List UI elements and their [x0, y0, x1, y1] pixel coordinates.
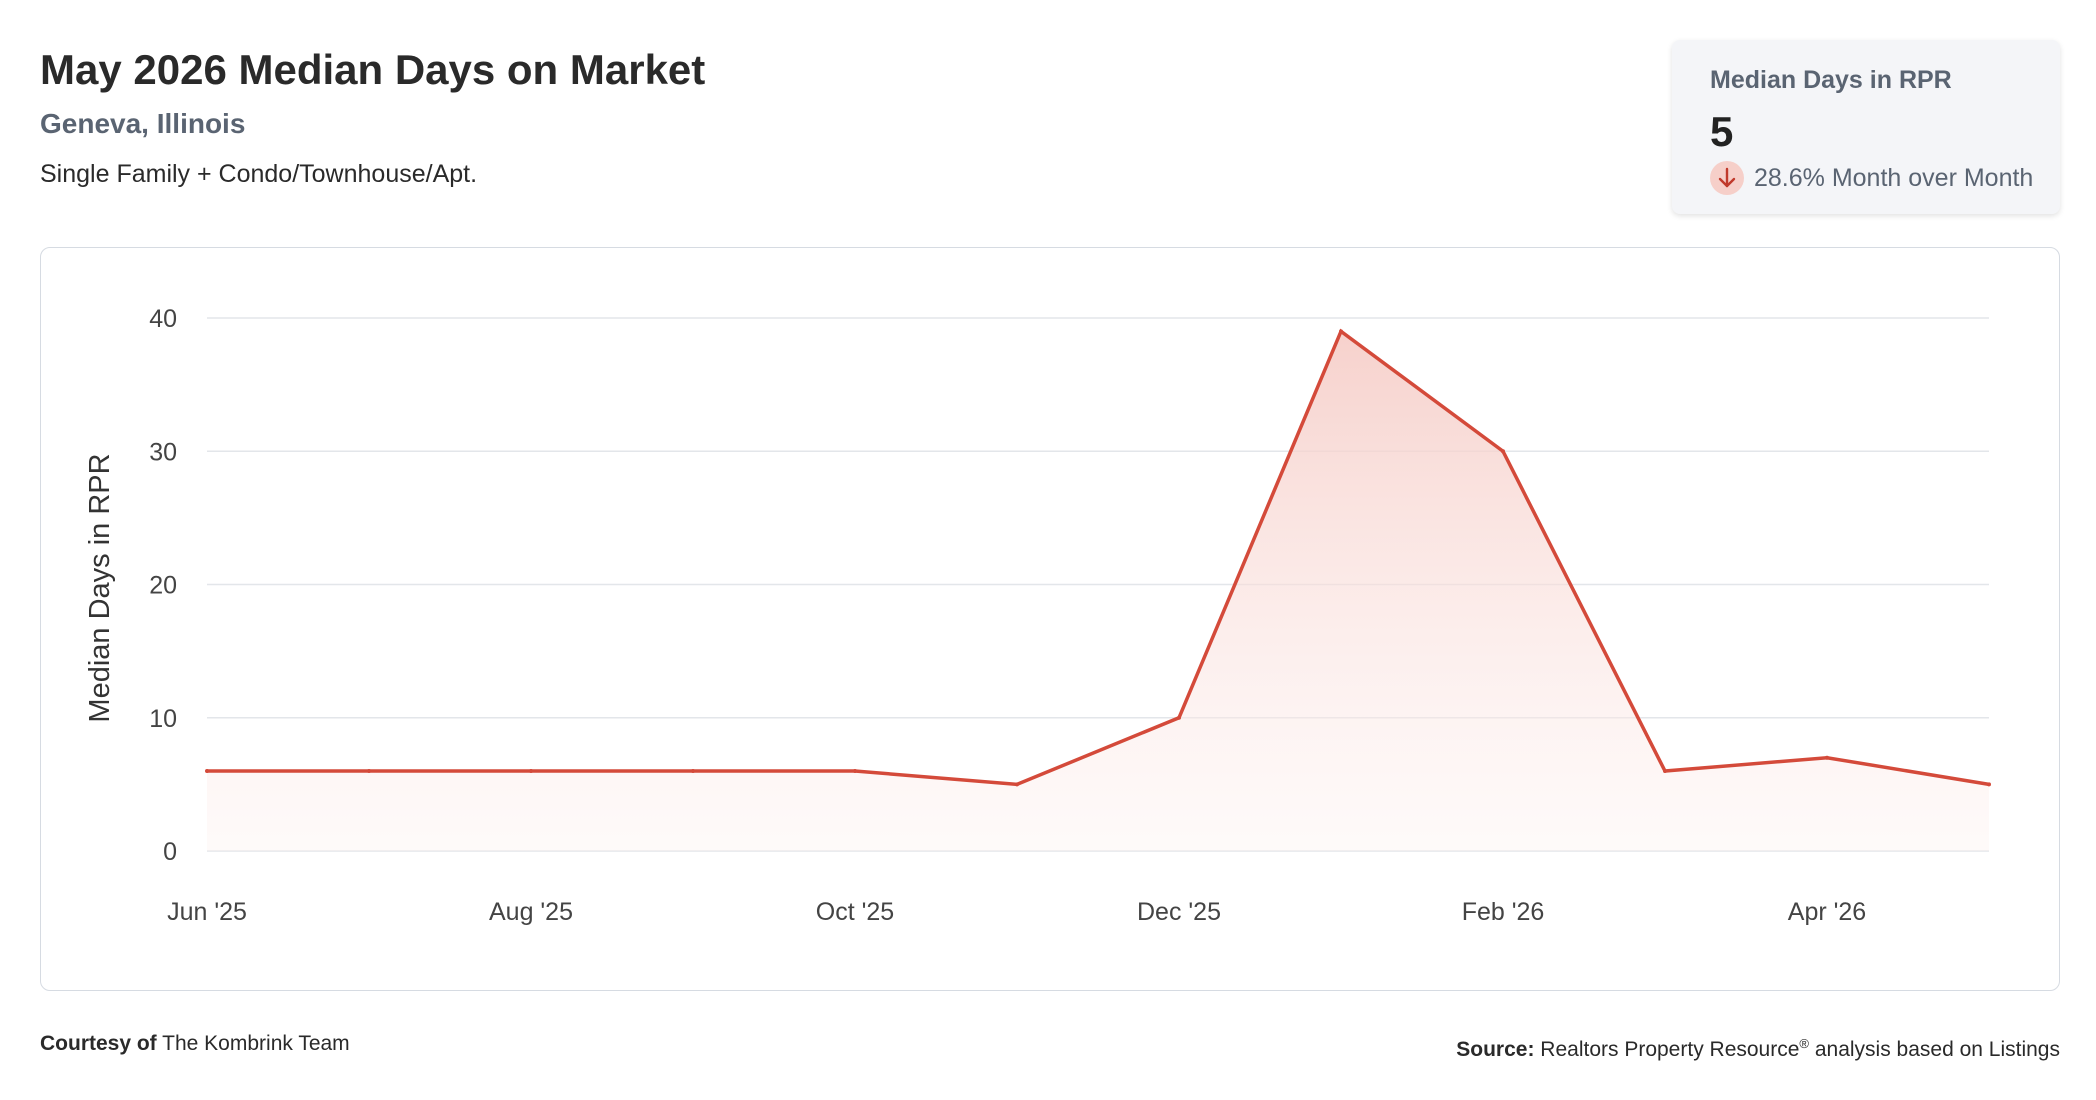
courtesy-footer: Courtesy of The Kombrink Team — [40, 1030, 350, 1058]
location-label: Geneva, Illinois — [40, 108, 246, 139]
stat-change-text: 28.6% Month over Month — [1754, 163, 2034, 192]
x-tick-label: Feb '26 — [1462, 898, 1545, 926]
arrow-down-icon — [1710, 161, 1744, 195]
courtesy-name: The Kombrink Team — [162, 1032, 350, 1055]
data-point[interactable] — [205, 769, 209, 774]
data-point[interactable] — [529, 769, 533, 774]
y-tick-label: 40 — [149, 305, 177, 333]
source-label: Source: — [1456, 1038, 1535, 1061]
data-point[interactable] — [853, 769, 857, 774]
courtesy-label: Courtesy of — [40, 1032, 157, 1055]
line-chart: 0 10 20 30 40 Jun '25 Aug '25 Oct '25 Dec '25 Fe… — [84, 305, 1991, 926]
data-point[interactable] — [367, 769, 371, 774]
data-point[interactable] — [691, 769, 695, 774]
data-point[interactable] — [1987, 782, 1991, 787]
y-tick-label: 20 — [149, 572, 177, 600]
data-point[interactable] — [1663, 769, 1667, 774]
stat-label: Median Days in RPR — [1710, 66, 1952, 94]
registered-mark: ® — [1799, 1036, 1809, 1051]
property-type-subtitle: Single Family + Condo/Townhouse/Apt. — [40, 160, 478, 188]
data-point[interactable] — [1177, 715, 1181, 720]
median-days-stat-card: Median Days in RPR 5 28.6% Month over Mo… — [1672, 40, 2060, 214]
series-area — [207, 331, 1989, 851]
data-point[interactable] — [1015, 782, 1019, 787]
series-line — [207, 328, 1990, 787]
x-tick-label: Aug '25 — [489, 898, 573, 926]
x-tick-label: Jun '25 — [167, 898, 247, 926]
y-tick-label: 30 — [149, 438, 177, 466]
chart-container: 0 10 20 30 40 Jun '25 Aug '25 Oct '25 Dec '25 Fe… — [40, 247, 2060, 991]
data-point[interactable] — [1339, 329, 1343, 334]
y-axis-label: Median Days in RPR — [84, 453, 116, 722]
data-point[interactable] — [1825, 755, 1829, 760]
stat-change: 28.6% Month over Month — [1710, 160, 2033, 196]
data-point[interactable] — [1501, 449, 1505, 454]
source-text-suffix: analysis based on Listings — [1809, 1038, 2060, 1061]
x-tick-label: Oct '25 — [816, 898, 894, 926]
y-tick-label: 0 — [163, 838, 177, 866]
source-text: Realtors Property Resource — [1540, 1038, 1800, 1061]
y-tick-label: 10 — [149, 705, 177, 733]
page-title: May 2026 Median Days on Market — [40, 46, 706, 93]
source-footer: Source: Realtors Property Resource® anal… — [1456, 1030, 2060, 1064]
x-tick-label: Dec '25 — [1137, 898, 1221, 926]
x-tick-label: Apr '26 — [1788, 898, 1866, 926]
stat-value: 5 — [1710, 108, 1734, 155]
